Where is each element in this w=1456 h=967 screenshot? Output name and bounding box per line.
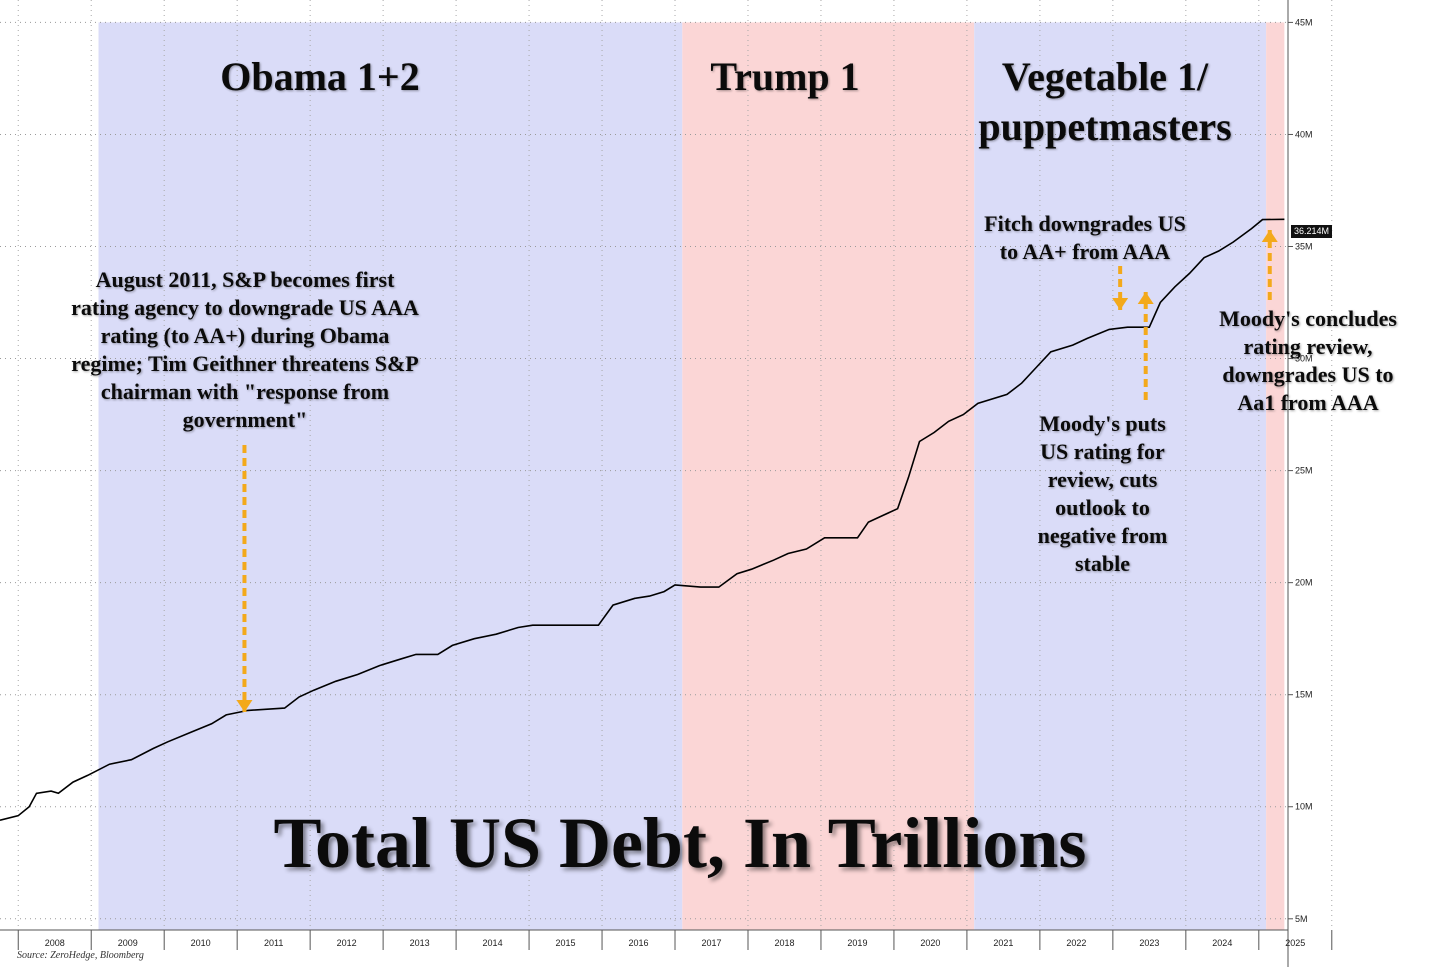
x-tick-label: 2022: [1066, 938, 1086, 948]
y-tick-label: 5M: [1295, 914, 1308, 924]
axes: [0, 0, 1289, 967]
x-tick-label: 2011: [264, 938, 283, 948]
y-tick-label: 25M: [1295, 466, 1313, 476]
arrow-moodys-downgrade-head: [1261, 230, 1278, 242]
shaded-period-2: [974, 22, 1267, 930]
annotation-fitch-downgrade: Fitch downgrades US to AA+ from AAA: [984, 211, 1186, 264]
y-tick-label: 30M: [1295, 354, 1313, 364]
arrow-sp-downgrade: [236, 445, 253, 712]
y-tick-label: 10M: [1295, 802, 1313, 812]
period-label-trump: Trump 1: [710, 54, 860, 99]
last-value-label: 36.214M: [1291, 225, 1333, 238]
arrow-moodys-review-head: [1137, 292, 1154, 304]
shaded-period-3: [1266, 22, 1285, 930]
annotation-moodys-downgrade: Moody's concludes rating review, downgra…: [1219, 306, 1397, 415]
y-tick-label: 35M: [1295, 242, 1313, 252]
x-tick-label: 2010: [191, 938, 211, 948]
x-tick-label: 2018: [774, 938, 794, 948]
x-tick-labels: 2008 2009 2010 2011 2012 2013 2014 2015 2016 2017…: [45, 938, 1306, 948]
arrow-moodys-review: [1137, 292, 1154, 400]
x-tick-label: 2017: [701, 938, 721, 948]
annotation-arrows: [236, 230, 1278, 712]
debt-series-line: [0, 218, 1285, 821]
arrow-moodys-downgrade: [1261, 230, 1278, 300]
x-tick-label: 2015: [556, 938, 576, 948]
shaded-periods: [98, 22, 1285, 930]
y-tick-labels: 5M 10M 15M 20M 25M 30M 35M 40M 45M: [1295, 17, 1313, 923]
x-tick-label: 2014: [483, 938, 503, 948]
x-tick-label: 2016: [629, 938, 649, 948]
x-tick-label: 2020: [920, 938, 940, 948]
arrow-fitch-downgrade-head: [1112, 298, 1129, 310]
chart-title: Total US Debt, In Trillions: [273, 803, 1087, 883]
shaded-period-1: [682, 22, 975, 930]
x-tick-label: 2008: [45, 938, 65, 948]
x-tick-label: 2021: [993, 938, 1013, 948]
shaded-period-0: [98, 22, 683, 930]
arrow-fitch-downgrade: [1112, 266, 1129, 310]
y-tick-label: 20M: [1295, 578, 1313, 588]
x-tick-label: 2012: [337, 938, 357, 948]
source-note: Source: ZeroHedge, Bloomberg: [17, 950, 144, 961]
x-tick-label: 2024: [1212, 938, 1232, 948]
horizontal-gridlines: [0, 21, 1293, 920]
vertical-gridlines: [17, 0, 1333, 950]
x-tick-label: 2023: [1139, 938, 1159, 948]
y-tick-label: 15M: [1295, 690, 1313, 700]
period-label-vegetable: Vegetable 1/ puppetmasters: [978, 54, 1232, 149]
y-tick-label: 45M: [1295, 17, 1313, 27]
annotation-sp-downgrade: August 2011, S&P becomes first rating ag…: [71, 267, 419, 432]
arrow-sp-downgrade-head: [236, 700, 253, 712]
x-tick-label: 2025: [1285, 938, 1305, 948]
x-tick-label: 2019: [847, 938, 867, 948]
y-tick-label: 40M: [1295, 129, 1313, 139]
annotation-moodys-review: Moody's puts US rating for review, cuts …: [1037, 411, 1168, 576]
x-tick-label: 2009: [118, 938, 138, 948]
period-label-obama: Obama 1+2: [220, 54, 420, 99]
x-tick-label: 2013: [410, 938, 430, 948]
